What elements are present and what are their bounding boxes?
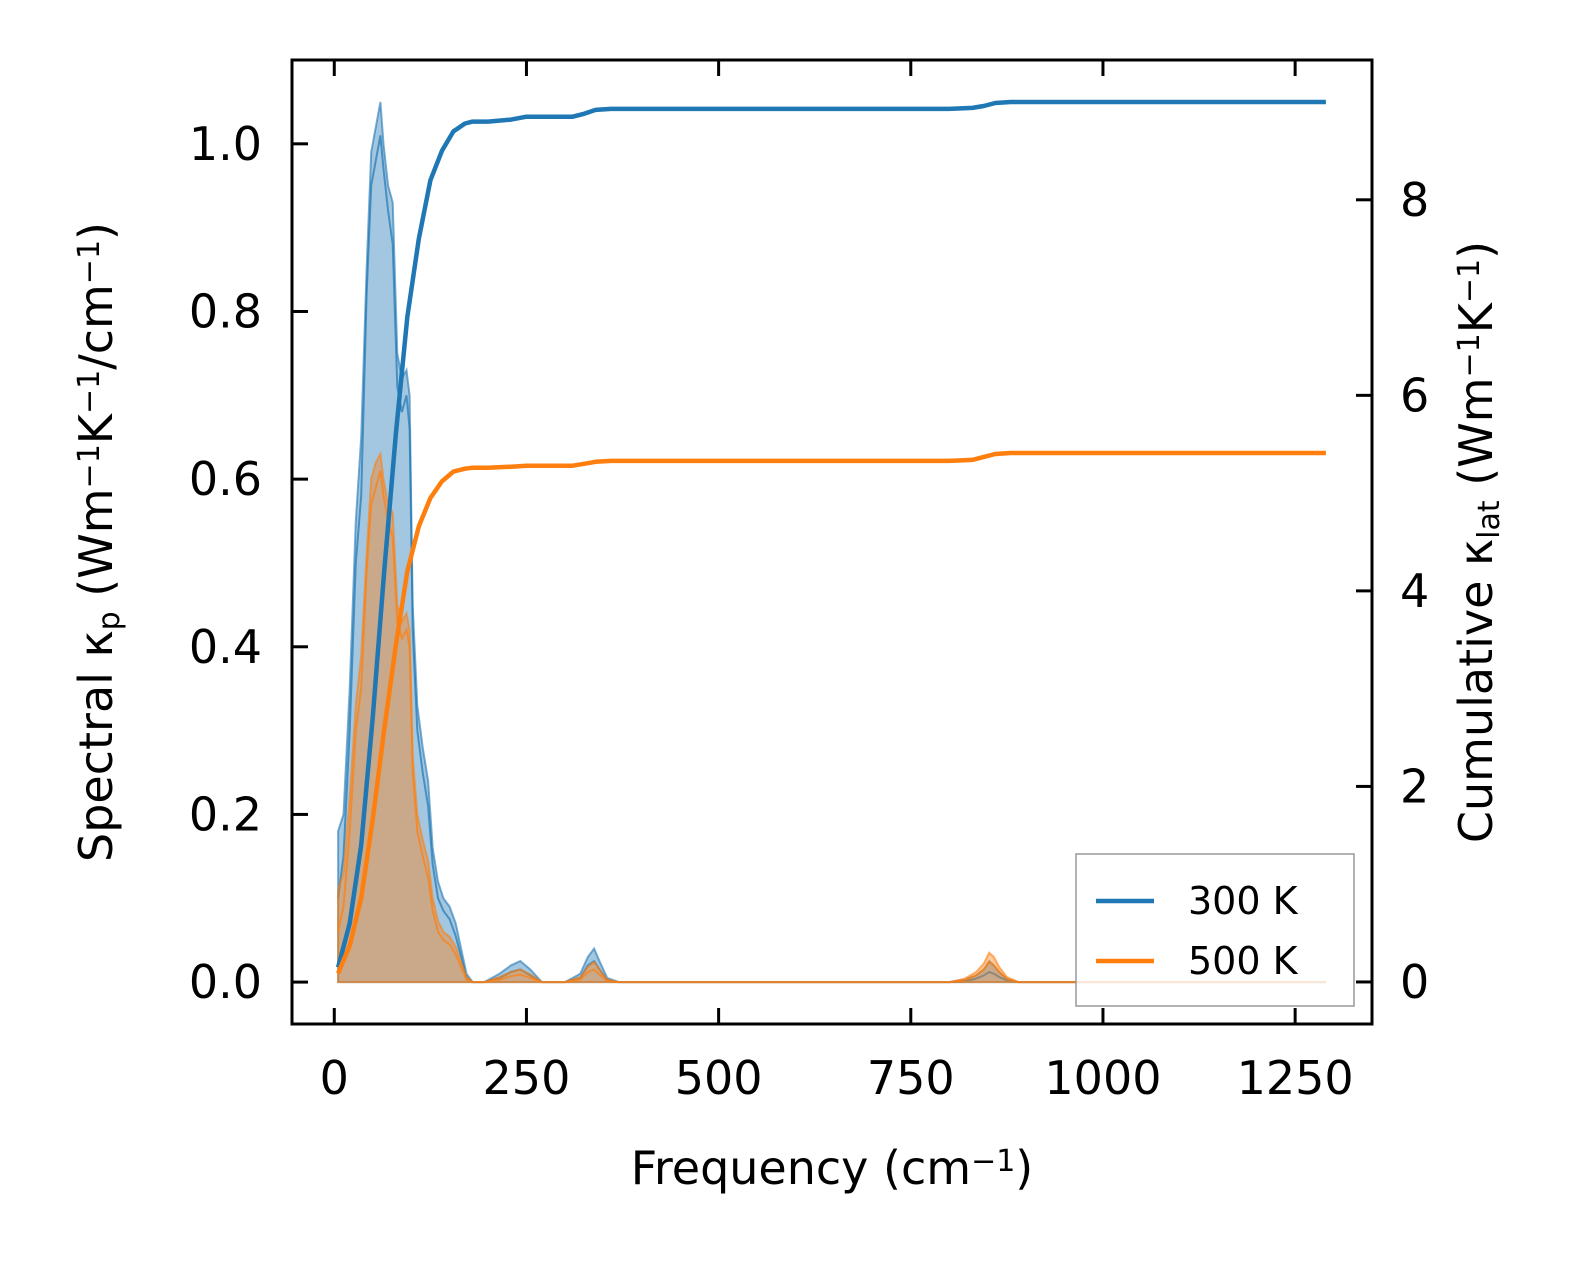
y-left-tick-label: 0.6 xyxy=(189,452,262,506)
legend: 300 K 500 K xyxy=(1075,853,1355,1007)
y-left-tick-label: 0.8 xyxy=(189,284,262,338)
x-axis-title: Frequency (cm−1) xyxy=(631,1141,1034,1195)
x-tick-label: 1000 xyxy=(1044,1051,1161,1105)
legend-box xyxy=(1075,853,1355,1007)
y-left-tick-label: 0.2 xyxy=(189,787,262,841)
series-line-layer xyxy=(335,99,1326,975)
plot-frame xyxy=(290,58,1374,1026)
y-right-tick-label: 4 xyxy=(1400,564,1429,618)
spectral-fill-layer xyxy=(337,101,1326,984)
y-right-tick-label: 0 xyxy=(1400,955,1429,1009)
y-right-tick-label: 8 xyxy=(1400,173,1429,227)
cumulative-line-500k xyxy=(336,450,1326,975)
y-left-tick-label: 0.0 xyxy=(189,955,262,1009)
x-tick-label: 1250 xyxy=(1237,1051,1354,1105)
x-tick-label: 750 xyxy=(867,1051,955,1105)
legend-label-300k: 300 K xyxy=(1188,879,1299,923)
x-tick-label: 500 xyxy=(675,1051,763,1105)
spectral-lower-line-500k xyxy=(337,470,1326,984)
y-left-tick-label: 1.0 xyxy=(189,117,262,171)
tick-layer: 0 250 500 750 1000 1250 0.0 0.2 0.4 0.6 0.8 1.0 0 2 4 6… xyxy=(189,60,1429,1105)
cumulative-line-300k xyxy=(335,99,1326,968)
y-axis-title-right: Cumulative κlat (Wm−1K−1) xyxy=(1449,241,1507,843)
legend-label-500k: 500 K xyxy=(1188,939,1299,983)
x-tick-label: 250 xyxy=(483,1051,571,1105)
spectral-area-300k xyxy=(337,101,1326,984)
y-right-tick-label: 2 xyxy=(1400,759,1429,813)
y-right-tick-label: 6 xyxy=(1400,368,1429,422)
x-tick-label: 0 xyxy=(320,1051,349,1105)
y-left-tick-label: 0.4 xyxy=(189,620,262,674)
y-axis-title-left: Spectral κp (Wm−1K−1/cm−1) xyxy=(69,222,127,862)
